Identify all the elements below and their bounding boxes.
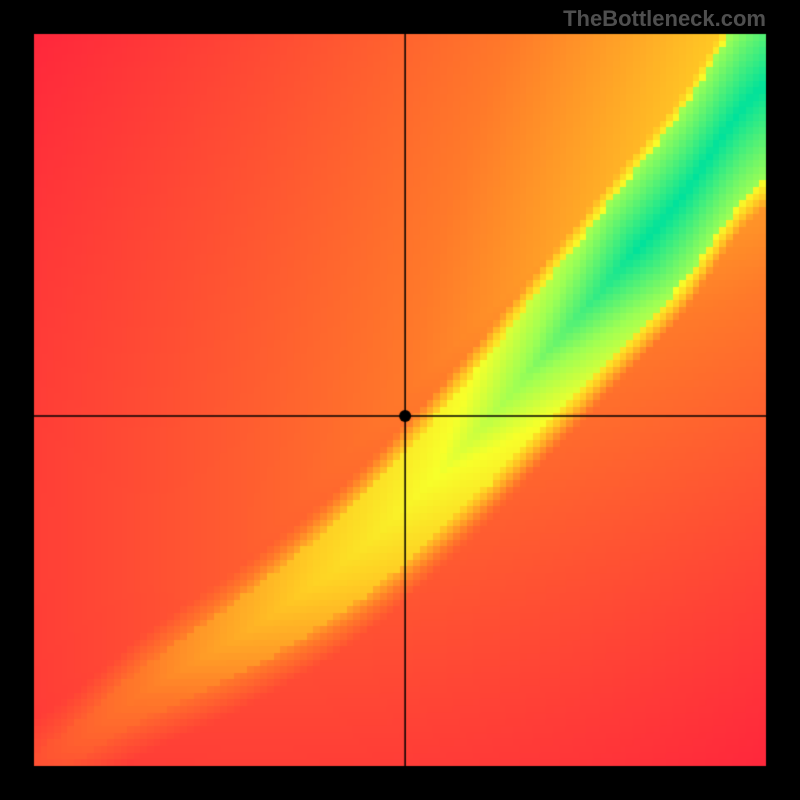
- watermark-text: TheBottleneck.com: [563, 6, 766, 32]
- bottleneck-heatmap-canvas: [0, 0, 800, 800]
- chart-container: TheBottleneck.com: [0, 0, 800, 800]
